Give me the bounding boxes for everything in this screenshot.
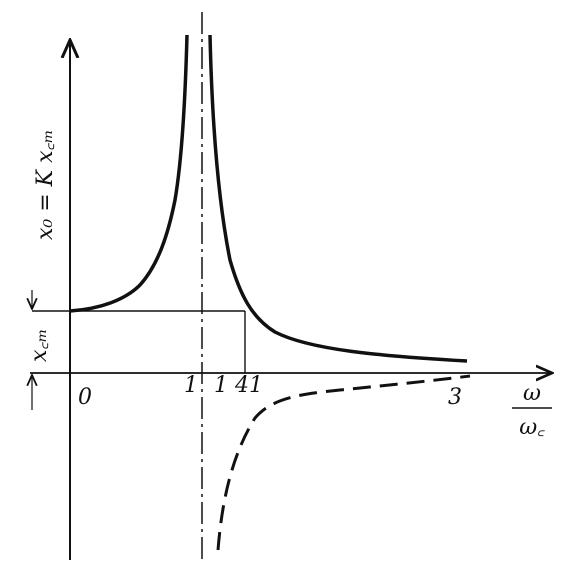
- curve-negative: [216, 374, 471, 551]
- level-label: x꜀ₘ: [27, 328, 52, 362]
- x-tick-label: 3: [448, 385, 462, 410]
- x-tick-label: 1: [184, 373, 198, 398]
- curve-right: [208, 34, 468, 363]
- curve-left: [69, 34, 189, 313]
- x-tick-label: 0: [78, 385, 92, 410]
- x-tick-label: 1 41: [214, 373, 263, 398]
- x-axis-label-numerator: ω: [523, 381, 541, 406]
- y-axis-label: x₀ = K x꜀ₘ: [33, 129, 58, 240]
- x-axis-label-denominator: ω꜀: [519, 415, 545, 440]
